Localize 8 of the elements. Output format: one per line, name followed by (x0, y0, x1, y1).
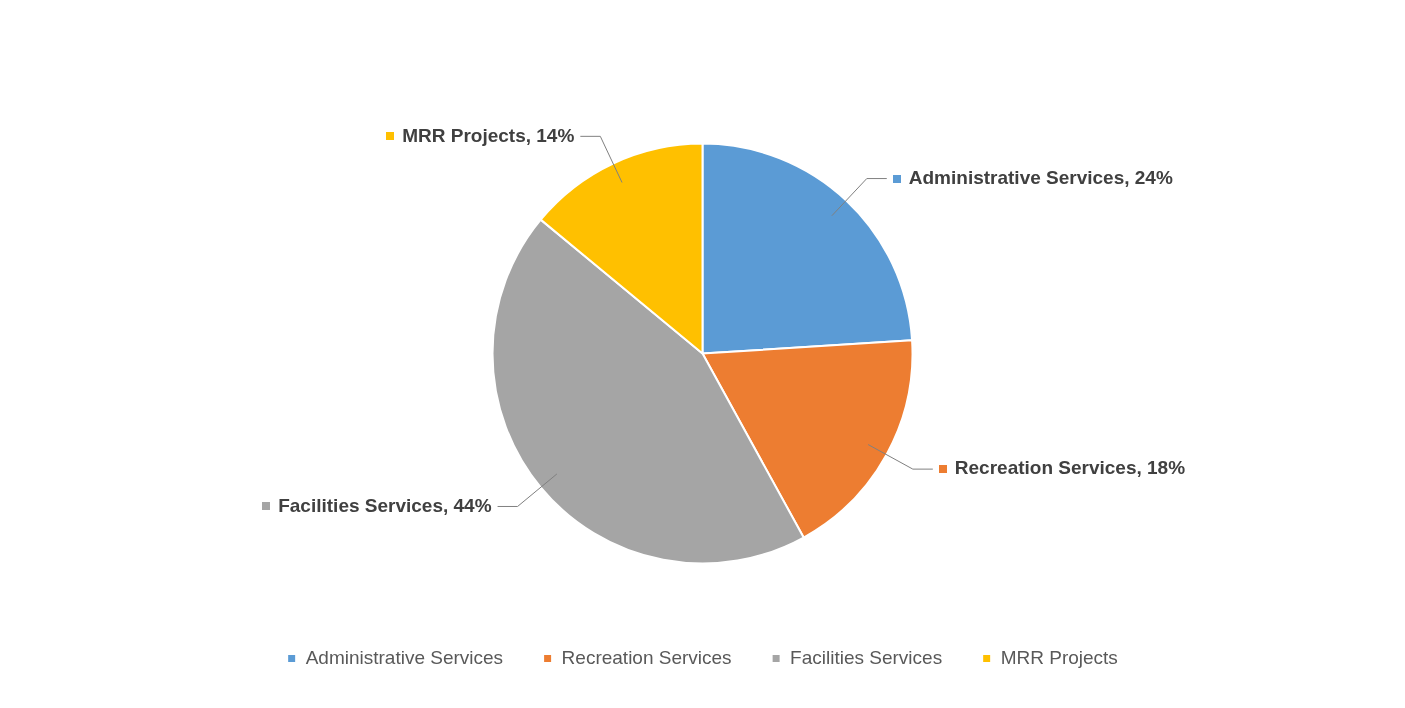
legend-label: Facilities Services (790, 646, 943, 668)
data-label: MRR Projects, 14% (402, 124, 575, 146)
data-label: Administrative Services, 24% (908, 166, 1173, 188)
data-label: Recreation Services, 18% (954, 457, 1186, 479)
legend-label: Administrative Services (305, 646, 504, 668)
data-label: Facilities Services, 44% (278, 494, 492, 516)
legend-label: Recreation Services (561, 646, 732, 668)
legend-label: MRR Projects (1000, 646, 1118, 668)
